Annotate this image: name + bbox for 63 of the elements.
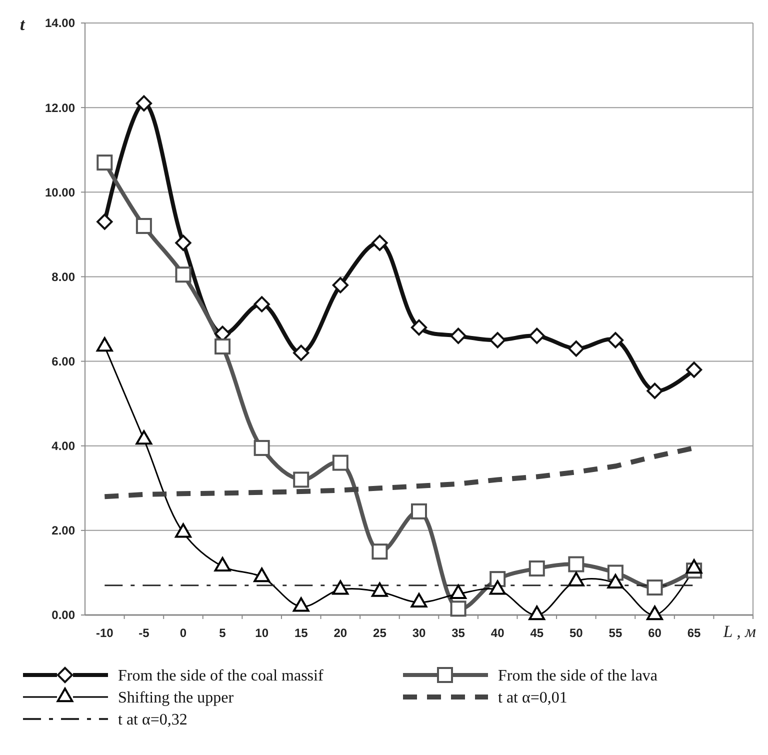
y-tick-label: 0.00 [52, 608, 76, 622]
y-tick-label: 2.00 [52, 524, 76, 538]
point [489, 580, 506, 595]
x-tick-label: 40 [490, 626, 505, 640]
point [254, 440, 270, 456]
point [175, 523, 192, 538]
legend-label: Shifting the upper [118, 690, 234, 707]
point [528, 606, 546, 620]
x-tick-label: 30 [412, 626, 426, 640]
x-tick-label: 25 [373, 626, 387, 640]
x-tick-label: 0 [180, 626, 187, 640]
x-tick-label: 55 [608, 626, 622, 640]
y-tick-label: 8.00 [52, 270, 76, 284]
point [293, 472, 310, 488]
x-tick-label: -5 [138, 626, 150, 640]
point [293, 344, 310, 361]
point [607, 574, 624, 588]
point [372, 582, 388, 597]
x-tick-label: 50 [569, 626, 584, 640]
point [136, 430, 152, 445]
legend-label: t at α=0,32 [118, 712, 188, 729]
point [214, 557, 231, 572]
point [136, 218, 152, 234]
point [292, 597, 310, 612]
point [450, 584, 466, 600]
y-tick-label: 4.00 [52, 439, 76, 454]
point [568, 572, 584, 586]
x-tick-label: 60 [648, 626, 662, 640]
legend-label: From the side of the coal massif [118, 668, 324, 685]
point [686, 362, 702, 378]
point [175, 266, 192, 283]
point [646, 606, 663, 620]
point [332, 277, 348, 294]
legend-label: t at α=0,01 [498, 690, 568, 707]
point [96, 154, 113, 171]
legend-label: From the side of the lava [498, 668, 658, 685]
y-tick-label: 10.00 [44, 185, 76, 200]
x-tick-label: 5 [219, 626, 226, 640]
point [254, 568, 270, 582]
point [646, 382, 663, 399]
point [332, 454, 348, 471]
x-tick-label: 35 [452, 626, 466, 640]
point [332, 580, 349, 595]
point [136, 95, 152, 112]
point [528, 560, 545, 576]
point [410, 319, 428, 336]
x-tick-label: -10 [96, 626, 114, 640]
point [686, 559, 702, 574]
y-tick-label: 14.00 [44, 16, 76, 30]
y-axis-title: t [20, 15, 26, 34]
x-tick-label: 20 [334, 626, 348, 640]
y-tick-label: 12.00 [44, 100, 76, 115]
point [372, 234, 388, 251]
x-tick-label: 45 [530, 626, 544, 640]
point [410, 592, 428, 608]
x-tick-label: 15 [294, 626, 308, 640]
point [254, 296, 270, 312]
y-tick-label: 6.00 [52, 354, 76, 368]
x-tick-label: 10 [255, 626, 269, 640]
x-tick-label: 65 [687, 626, 702, 640]
point [411, 503, 427, 520]
point [214, 338, 231, 354]
x-axis-title: L , м [722, 622, 756, 641]
